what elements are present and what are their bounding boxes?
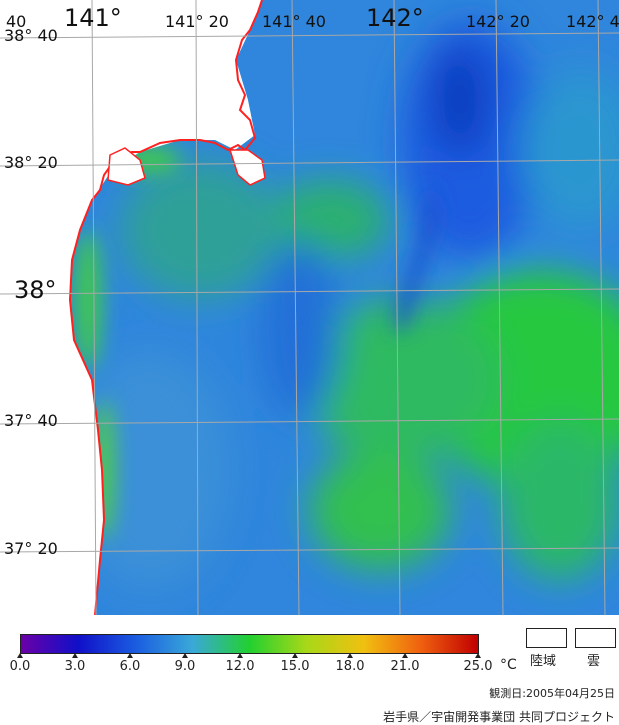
- tick-mark: [347, 653, 353, 658]
- tick-label: 15.0: [280, 659, 310, 674]
- lon-label-141-40: 141° 40: [262, 12, 326, 31]
- temperature-colorbar: [20, 634, 479, 654]
- lat-label-38-20: 38° 20: [4, 153, 58, 172]
- land-key-box: [526, 628, 567, 648]
- lon-label-142-20: 142° 20: [466, 12, 530, 31]
- lon-label-142: 142°: [366, 4, 424, 32]
- credit-text: 岩手県／宇宙開発事業団 共同プロジェクト: [383, 710, 615, 724]
- tick-mark: [475, 653, 481, 658]
- sea-surface-temperature-map: 40 141° 141° 20 141° 40 142° 142° 20 142…: [0, 0, 619, 615]
- bay-island: [107, 147, 146, 186]
- map-canvas: [0, 0, 619, 615]
- lon-label-partial: 40: [6, 12, 27, 31]
- cloud-key-label: 雲: [587, 654, 601, 669]
- tick-label: 9.0: [174, 659, 196, 674]
- coastline: [68, 0, 263, 615]
- lat-label-38-40: 38° 40: [4, 26, 58, 45]
- unit-label: °C: [500, 657, 517, 673]
- tick-label: 0.0: [9, 659, 31, 674]
- tick-label: 12.0: [225, 659, 255, 674]
- graticule: [0, 0, 619, 615]
- tick-label: 6.0: [119, 659, 141, 674]
- tick-mark: [127, 653, 133, 658]
- tick-label: 25.0: [463, 659, 493, 674]
- observation-date: 観測日:2005年04月25日: [489, 687, 615, 700]
- tick-mark: [17, 653, 23, 658]
- lon-label-141: 141°: [64, 4, 122, 32]
- lat-label-37-40: 37° 40: [4, 411, 58, 430]
- cloud-key-box: [575, 628, 616, 648]
- tick-mark: [72, 653, 78, 658]
- lon-label-141-20: 141° 20: [165, 12, 229, 31]
- tick-mark: [292, 653, 298, 658]
- tick-mark: [182, 653, 188, 658]
- tick-mark: [402, 653, 408, 658]
- tick-label: 18.0: [335, 659, 365, 674]
- oshika-peninsula: [228, 149, 266, 186]
- tick-label: 21.0: [390, 659, 420, 674]
- lat-label-37-20: 37° 20: [4, 539, 58, 558]
- lon-label-142-40: 142° 4: [566, 12, 619, 31]
- tick-label: 3.0: [64, 659, 86, 674]
- tick-mark: [237, 653, 243, 658]
- land-key-label: 陸域: [530, 654, 557, 669]
- lat-label-38: 38°: [14, 276, 57, 304]
